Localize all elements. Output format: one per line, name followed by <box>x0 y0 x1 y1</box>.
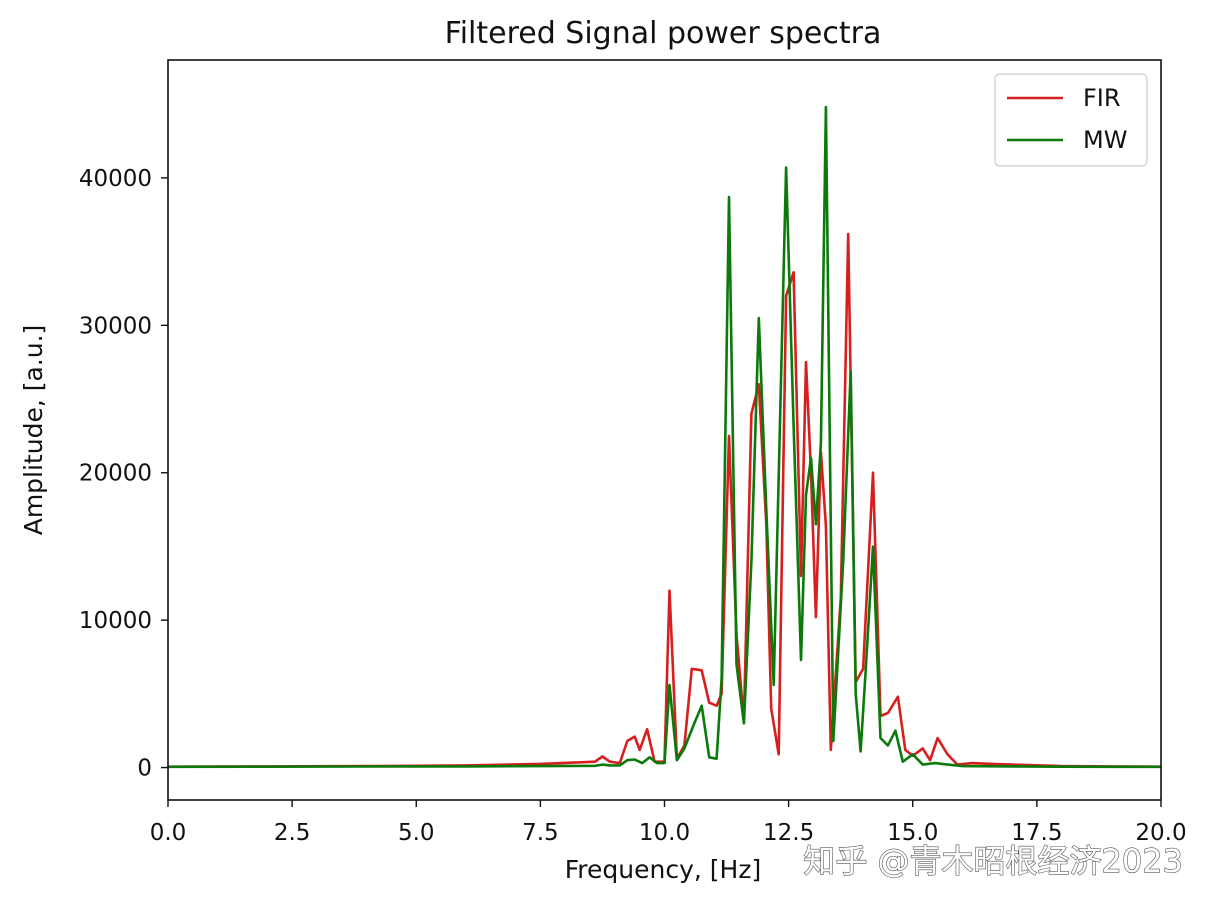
x-tick-label: 7.5 <box>522 820 559 846</box>
x-tick-label: 12.5 <box>763 820 814 846</box>
y-axis-label: Amplitude, [a.u.] <box>19 325 48 536</box>
x-tick-label: 2.5 <box>274 820 311 846</box>
x-tick-label: 0.0 <box>150 820 187 846</box>
series-line-mw <box>168 105 1161 769</box>
x-tick-label: 17.5 <box>1011 820 1062 846</box>
plot-frame <box>167 59 1162 801</box>
y-tick-label: 20000 <box>79 461 152 487</box>
legend-label-fir: FIR <box>1083 84 1121 112</box>
y-tick-label: 40000 <box>79 166 152 192</box>
x-tick-label: 15.0 <box>887 820 938 846</box>
y-tick-label: 30000 <box>79 313 152 339</box>
legend: FIR MW <box>994 73 1148 167</box>
y-tick-label: 0 <box>137 756 152 782</box>
chart-title: Filtered Signal power spectra <box>445 16 882 51</box>
x-tick-label: 5.0 <box>398 820 435 846</box>
watermark-text: 知乎 @青木昭根经济2023 <box>803 842 1183 880</box>
legend-label-mw: MW <box>1083 126 1127 154</box>
series-line-fir <box>168 232 1161 768</box>
x-tick-label: 10.0 <box>639 820 690 846</box>
x-tick-label: 20.0 <box>1135 820 1186 846</box>
y-tick-label: 10000 <box>79 608 152 634</box>
x-axis-label: Frequency, [Hz] <box>565 855 761 884</box>
